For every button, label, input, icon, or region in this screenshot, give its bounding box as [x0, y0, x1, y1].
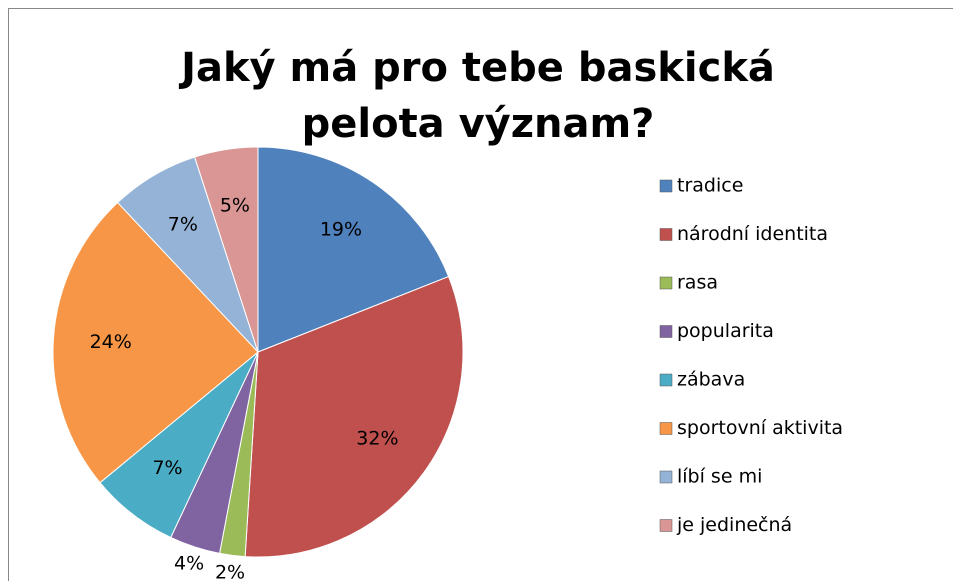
legend-label: rasa — [677, 272, 718, 294]
legend-swatch — [659, 179, 673, 193]
legend-label: líbí se mi — [677, 466, 762, 488]
legend-label: sportovní aktivita — [677, 417, 843, 439]
data-label: 32% — [356, 427, 398, 449]
pie-slice — [194, 146, 259, 353]
legend-swatch — [659, 228, 673, 241]
legend-label: je jedinečná — [676, 514, 792, 536]
data-label: 7% — [152, 457, 182, 479]
data-label: 19% — [320, 218, 362, 240]
legend-swatch — [659, 276, 673, 290]
legend-label: popularita — [677, 320, 774, 342]
data-label: 4% — [174, 553, 204, 575]
legend-swatch — [659, 470, 673, 484]
pie-slice — [244, 275, 464, 558]
pie-slice — [257, 146, 450, 353]
legend-swatch — [659, 373, 673, 387]
legend-swatch — [659, 519, 673, 532]
legend-label: národní identita — [677, 223, 828, 245]
data-label: 2% — [215, 562, 245, 581]
legend-swatch — [659, 422, 673, 435]
legend-label: tradice — [677, 175, 743, 197]
data-label: 7% — [168, 213, 198, 235]
pie-slice — [52, 201, 259, 484]
chart-title: Jaký má pro tebe baskická pelota význam? — [181, 45, 775, 147]
data-label: 24% — [90, 331, 132, 353]
data-label: 5% — [220, 195, 250, 217]
legend-swatch — [659, 325, 673, 338]
legend-label: zábava — [677, 369, 745, 391]
chart-border — [8, 8, 953, 581]
